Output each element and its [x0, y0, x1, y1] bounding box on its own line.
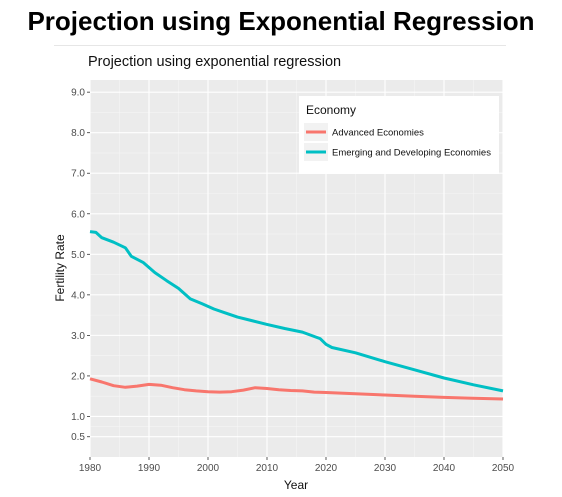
y-tick-label: 5.0	[71, 250, 85, 261]
y-tick-label: 6.0	[71, 209, 85, 220]
x-tick-label: 2030	[374, 463, 397, 474]
x-tick-label: 2010	[256, 463, 279, 474]
series-line-emerging	[89, 230, 504, 393]
y-axis-label: Fertility Rate	[53, 234, 67, 302]
y-tick-label: 7.0	[71, 169, 85, 180]
x-tick-label: 2020	[315, 463, 338, 474]
y-tick-label: 8.0	[71, 128, 85, 139]
legend-label-advanced: Advanced Economies	[332, 128, 424, 139]
y-tick-label: 0.5	[71, 432, 85, 443]
x-axis-label: Year	[284, 478, 308, 492]
y-tick-label: 1.0	[71, 412, 85, 423]
x-tick-label: 2050	[492, 463, 515, 474]
page-title: Projection using Exponential Regression	[27, 6, 535, 36]
y-tick-label: 3.0	[71, 331, 85, 342]
minor-gridlines	[90, 80, 503, 457]
x-axis-ticks: 1980 1990 2000 2010 2020 2030 2040 2050	[79, 457, 515, 474]
y-tick-label: 4.0	[71, 290, 85, 301]
legend-title: Economy	[306, 103, 356, 117]
legend-box	[299, 96, 499, 174]
series-line-advanced	[89, 377, 504, 401]
x-tick-label: 2040	[433, 463, 456, 474]
x-tick-label: 1980	[79, 463, 102, 474]
x-tick-label: 1990	[138, 463, 161, 474]
y-tick-label: 2.0	[71, 371, 85, 382]
series-lines	[89, 230, 504, 401]
chart-title: Projection using exponential regression	[88, 54, 341, 70]
y-axis-ticks: 0.5 1.0 2.0 3.0 4.0 5.0 6.0 7.0 8.0 9.0	[71, 88, 90, 443]
title-divider	[54, 45, 506, 46]
y-tick-label: 9.0	[71, 88, 85, 99]
legend-label-emerging: Emerging and Developing Economies	[332, 148, 491, 159]
legend: Economy Advanced Economies Emerging and …	[299, 96, 499, 174]
x-tick-label: 2000	[197, 463, 220, 474]
